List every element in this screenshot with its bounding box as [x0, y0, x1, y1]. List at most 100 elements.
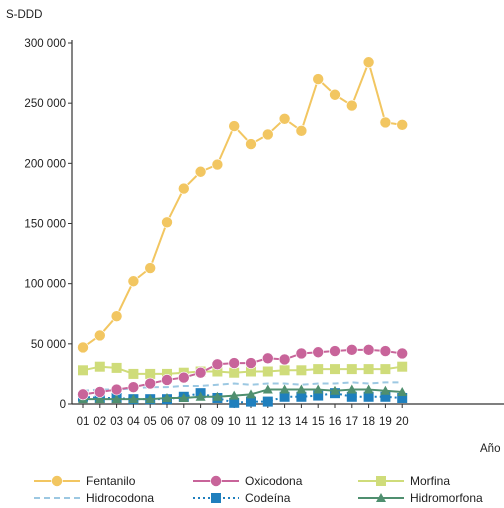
y-tick-label: 0: [60, 399, 66, 411]
data-point: [111, 362, 122, 373]
data-point: [312, 346, 325, 359]
data-point: [145, 368, 156, 379]
y-tick-label: 300 000: [24, 38, 66, 50]
data-point: [94, 361, 105, 372]
data-point: [329, 345, 341, 357]
x-tick-label: 01: [77, 416, 90, 428]
data-point: [178, 392, 189, 402]
data-point: [161, 216, 173, 229]
data-point: [211, 358, 224, 371]
data-point: [228, 120, 240, 132]
legend-item: Hidromorfona: [358, 491, 483, 505]
y-axis-label: S-DDD: [6, 9, 42, 21]
legend-label: Codeína: [245, 491, 291, 505]
data-point: [77, 388, 89, 401]
data-point: [128, 394, 139, 404]
data-point: [345, 99, 358, 112]
legend-marker: [376, 476, 386, 486]
data-point: [346, 364, 357, 375]
data-point: [363, 391, 374, 402]
data-point: [279, 391, 290, 402]
data-point: [295, 125, 308, 137]
x-tick-label: 19: [379, 416, 392, 428]
data-point: [279, 384, 290, 394]
data-point: [329, 88, 341, 101]
legend-marker: [211, 493, 221, 503]
x-tick-label: 08: [194, 416, 207, 428]
legend-item: Hidrocodona: [34, 491, 154, 505]
data-point: [279, 365, 290, 376]
data-point: [262, 384, 273, 394]
data-point: [363, 384, 374, 394]
data-point: [246, 389, 256, 399]
data-point: [78, 365, 88, 376]
data-point: [246, 366, 256, 377]
series-codeina: [78, 388, 408, 408]
data-point: [346, 391, 357, 402]
data-point: [245, 357, 257, 369]
data-point: [296, 391, 307, 402]
data-point: [228, 357, 240, 369]
x-tick-label: 17: [345, 416, 358, 428]
data-point: [363, 364, 374, 375]
x-tick-label: 14: [295, 416, 308, 428]
x-tick-label: 11: [245, 416, 257, 428]
series-fentanilo: [77, 56, 409, 354]
series-hidromorfona: [78, 384, 408, 404]
data-point: [127, 275, 140, 288]
data-point: [195, 391, 206, 401]
legend-marker: [210, 475, 222, 487]
x-tick-label: 16: [329, 416, 342, 428]
data-point: [211, 158, 224, 171]
data-point: [246, 396, 256, 407]
data-point: [295, 347, 308, 360]
x-tick-label: 10: [228, 416, 241, 428]
data-point: [380, 391, 391, 402]
data-point: [379, 345, 392, 357]
legend-item: Codeína: [193, 491, 291, 505]
data-point: [330, 364, 340, 375]
data-point: [362, 344, 375, 356]
data-point: [296, 384, 307, 394]
legend-label: Morfina: [410, 474, 450, 488]
data-point: [94, 386, 106, 398]
data-point: [296, 365, 307, 376]
data-point: [144, 377, 156, 390]
data-point: [161, 374, 173, 386]
data-point: [313, 384, 324, 394]
legend-item: Oxicodona: [193, 474, 303, 488]
y-tick-label: 250 000: [24, 98, 66, 110]
data-point: [77, 341, 89, 354]
data-point: [262, 396, 273, 407]
series-line: [82, 392, 403, 404]
legend-item: Fentanilo: [34, 474, 136, 488]
data-point: [346, 384, 357, 394]
data-point: [127, 381, 140, 393]
data-point: [330, 385, 340, 395]
data-point: [396, 119, 409, 131]
data-point: [278, 113, 291, 125]
x-axis-label: Año: [480, 443, 500, 455]
data-point: [229, 397, 240, 408]
data-point: [262, 366, 273, 377]
data-point: [194, 366, 207, 379]
legend-label: Oxicodona: [245, 474, 303, 488]
x-tick-label: 18: [362, 416, 375, 428]
legend: Fentanilo Oxicodona Morfina Hidrocodona Code…: [34, 474, 483, 505]
data-point: [178, 371, 190, 384]
data-point: [162, 368, 172, 379]
data-point: [94, 394, 105, 404]
data-point: [313, 364, 324, 375]
y-ticks: 0 50 000 100 000 150 000 200 000 250 000 300 0…: [24, 38, 72, 411]
data-point: [345, 344, 358, 356]
data-point: [397, 392, 408, 403]
data-point: [397, 386, 408, 396]
data-point: [278, 353, 291, 366]
data-point: [128, 368, 139, 379]
x-tick-label: 15: [312, 416, 325, 428]
y-tick-label: 200 000: [24, 158, 66, 170]
data-point: [313, 390, 324, 401]
y-tick-label: 150 000: [24, 219, 66, 231]
legend-marker: [376, 493, 386, 502]
